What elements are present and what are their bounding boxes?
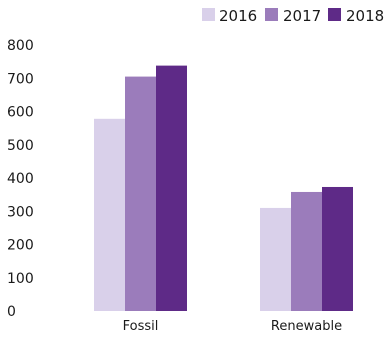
bar-fossil-2018 <box>156 65 187 312</box>
bar-renewable-2018 <box>322 186 353 311</box>
legend-label-2017: 2017 <box>283 7 321 25</box>
y-tick-label: 0 <box>7 304 16 320</box>
bar-fossil-2016 <box>94 118 125 311</box>
bar-renewable-2016 <box>260 207 291 311</box>
y-tick-label: 600 <box>7 105 34 121</box>
legend-label-2018: 2018 <box>346 7 384 25</box>
bars-group <box>94 65 353 312</box>
y-tick-label: 500 <box>7 138 34 154</box>
legend-swatch-2016 <box>202 8 215 21</box>
bar-fossil-2017 <box>125 76 156 312</box>
y-tick-label: 200 <box>7 238 34 254</box>
x-axis: Fossil Renewable <box>123 319 342 334</box>
legend-swatch-2017 <box>265 8 278 21</box>
x-tick-label: Fossil <box>123 319 159 334</box>
y-tick-label: 700 <box>7 71 34 87</box>
bar-renewable-2017 <box>291 191 322 311</box>
y-tick-label: 400 <box>7 171 34 187</box>
y-tick-label: 800 <box>7 38 34 54</box>
y-tick-label: 100 <box>7 271 34 287</box>
y-tick-label: 300 <box>7 204 34 220</box>
legend-label-2016: 2016 <box>219 7 257 25</box>
legend-swatch-2018 <box>328 8 341 21</box>
x-tick-label: Renewable <box>271 319 342 334</box>
legend: 2016 2017 2018 <box>202 7 384 25</box>
y-axis: 0 100 200 300 400 500 600 700 800 <box>7 38 34 320</box>
